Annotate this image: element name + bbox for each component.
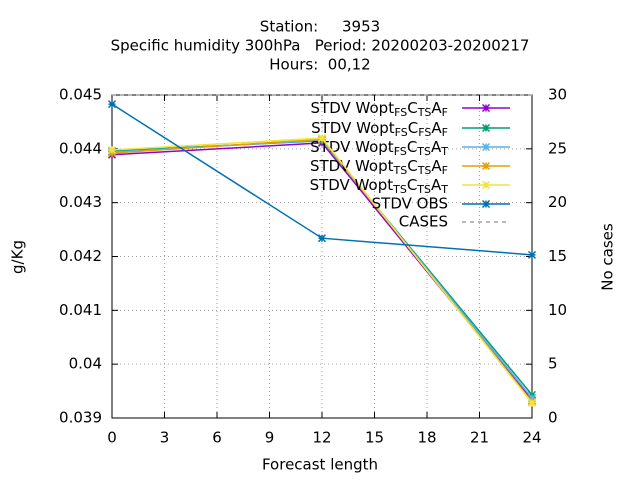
y2-tick-label: 30 <box>548 86 567 104</box>
y2-tick-label: 10 <box>548 301 567 319</box>
y-axis-label: g/Kg <box>9 240 27 274</box>
y2-tick-label: 15 <box>548 247 567 265</box>
legend-marker <box>481 199 491 209</box>
legend-marker <box>481 123 491 133</box>
point-marker <box>107 145 117 154</box>
y2-axis-label: No cases <box>599 223 617 291</box>
y2-tick-label: 25 <box>548 139 567 157</box>
y-tick-label: 0.044 <box>59 139 102 157</box>
legend-marker <box>481 103 491 113</box>
y-tick-label: 0.045 <box>59 86 102 104</box>
point-marker <box>317 234 327 243</box>
legend-label: STDV WoptTSCTSAT <box>310 176 449 197</box>
y2-tick-label: 0 <box>548 409 558 427</box>
legend-marker <box>481 142 491 152</box>
x-tick-label: 18 <box>417 429 436 447</box>
y-tick-label: 0.041 <box>59 301 102 319</box>
y2-tick-label: 20 <box>548 193 567 211</box>
legend-label: STDV WoptFSCTSAT <box>310 138 448 159</box>
point-marker <box>527 250 537 259</box>
y-tick-label: 0.039 <box>59 409 102 427</box>
y-tick-label: 0.04 <box>69 355 102 373</box>
x-tick-label: 21 <box>470 429 489 447</box>
point-marker <box>107 100 117 109</box>
point-marker <box>317 134 327 143</box>
legend-label: CASES <box>399 213 448 231</box>
y2-tick-label: 5 <box>548 355 558 373</box>
legend-marker <box>481 161 491 171</box>
point-marker <box>527 398 537 407</box>
legend-label: STDV WoptFSCTSAF <box>311 99 448 120</box>
x-tick-label: 9 <box>265 429 275 447</box>
x-tick-label: 0 <box>107 429 117 447</box>
y-tick-label: 0.042 <box>59 247 102 265</box>
legend-label: STDV WoptTSCTSAF <box>310 157 448 178</box>
x-axis-label: Forecast length <box>262 456 378 474</box>
title-line: Station: 3953 <box>260 18 380 36</box>
legend-label: STDV WoptFSCFSAF <box>311 119 448 140</box>
legend-marker <box>481 180 491 190</box>
x-tick-label: 12 <box>312 429 331 447</box>
x-tick-label: 6 <box>212 429 222 447</box>
title-line: Hours: 00,12 <box>269 56 370 74</box>
legend-label: STDV OBS <box>372 195 448 213</box>
y-tick-label: 0.043 <box>59 193 102 211</box>
point-marker <box>527 394 537 403</box>
title-line: Specific humidity 300hPa Period: 2020020… <box>111 37 530 55</box>
x-tick-label: 3 <box>160 429 170 447</box>
x-tick-label: 24 <box>522 429 541 447</box>
x-tick-label: 15 <box>365 429 384 447</box>
